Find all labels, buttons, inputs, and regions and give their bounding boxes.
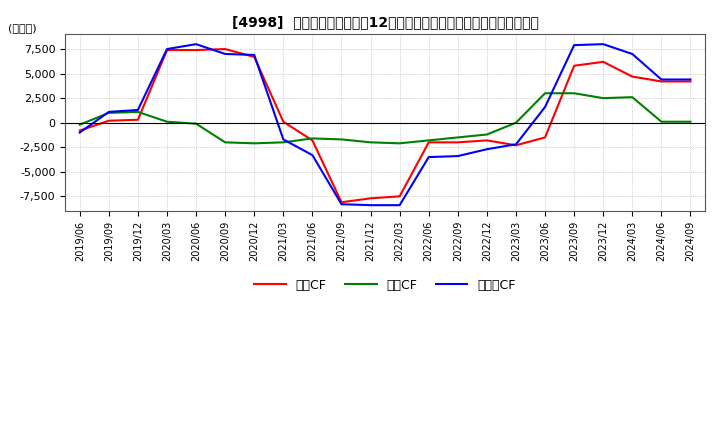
営業CF <box>599 59 608 65</box>
営業CF <box>686 79 695 84</box>
投資CF <box>163 119 171 125</box>
フリーCF <box>337 202 346 207</box>
フリーCF <box>541 104 549 110</box>
フリーCF <box>657 77 666 82</box>
フリーCF <box>686 77 695 82</box>
Title: [4998]  キャッシュフローの12か月移動合計の対前年同期増減額の推移: [4998] キャッシュフローの12か月移動合計の対前年同期増減額の推移 <box>232 15 539 29</box>
営業CF <box>482 138 491 143</box>
フリーCF <box>104 109 113 114</box>
営業CF <box>657 79 666 84</box>
営業CF <box>570 63 578 68</box>
営業CF <box>454 140 462 145</box>
投資CF <box>279 140 288 145</box>
営業CF <box>221 47 230 52</box>
投資CF <box>221 140 230 145</box>
フリーCF <box>76 130 84 135</box>
営業CF <box>308 138 317 143</box>
営業CF <box>366 196 375 201</box>
営業CF <box>279 119 288 125</box>
投資CF <box>599 95 608 101</box>
Line: 投資CF: 投資CF <box>80 93 690 143</box>
フリーCF <box>570 43 578 48</box>
フリーCF <box>221 51 230 57</box>
フリーCF <box>512 142 521 147</box>
投資CF <box>570 91 578 96</box>
投資CF <box>192 121 200 126</box>
フリーCF <box>628 51 636 57</box>
フリーCF <box>134 107 143 113</box>
営業CF <box>628 74 636 79</box>
フリーCF <box>192 41 200 47</box>
投資CF <box>134 109 143 114</box>
Legend: 営業CF, 投資CF, フリーCF: 営業CF, 投資CF, フリーCF <box>249 274 521 297</box>
営業CF <box>337 200 346 205</box>
投資CF <box>308 136 317 141</box>
営業CF <box>134 117 143 122</box>
投資CF <box>454 135 462 140</box>
投資CF <box>686 119 695 125</box>
投資CF <box>250 141 258 146</box>
投資CF <box>628 95 636 100</box>
営業CF <box>104 118 113 123</box>
フリーCF <box>599 41 608 47</box>
フリーCF <box>279 137 288 142</box>
営業CF <box>512 143 521 148</box>
投資CF <box>541 91 549 96</box>
フリーCF <box>308 153 317 158</box>
投資CF <box>337 137 346 142</box>
フリーCF <box>366 202 375 208</box>
フリーCF <box>395 202 404 208</box>
営業CF <box>395 194 404 199</box>
Line: 営業CF: 営業CF <box>80 49 690 202</box>
営業CF <box>192 48 200 53</box>
投資CF <box>512 120 521 125</box>
フリーCF <box>482 147 491 152</box>
フリーCF <box>163 47 171 52</box>
フリーCF <box>424 154 433 160</box>
投資CF <box>104 110 113 116</box>
営業CF <box>424 140 433 145</box>
Y-axis label: (百万円): (百万円) <box>8 22 36 33</box>
営業CF <box>76 128 84 133</box>
投資CF <box>395 141 404 146</box>
フリーCF <box>454 154 462 159</box>
営業CF <box>541 135 549 140</box>
投資CF <box>366 140 375 145</box>
投資CF <box>482 132 491 137</box>
Line: フリーCF: フリーCF <box>80 44 690 205</box>
投資CF <box>424 138 433 143</box>
営業CF <box>250 54 258 59</box>
投資CF <box>76 122 84 127</box>
フリーCF <box>250 52 258 58</box>
営業CF <box>163 48 171 53</box>
投資CF <box>657 119 666 125</box>
